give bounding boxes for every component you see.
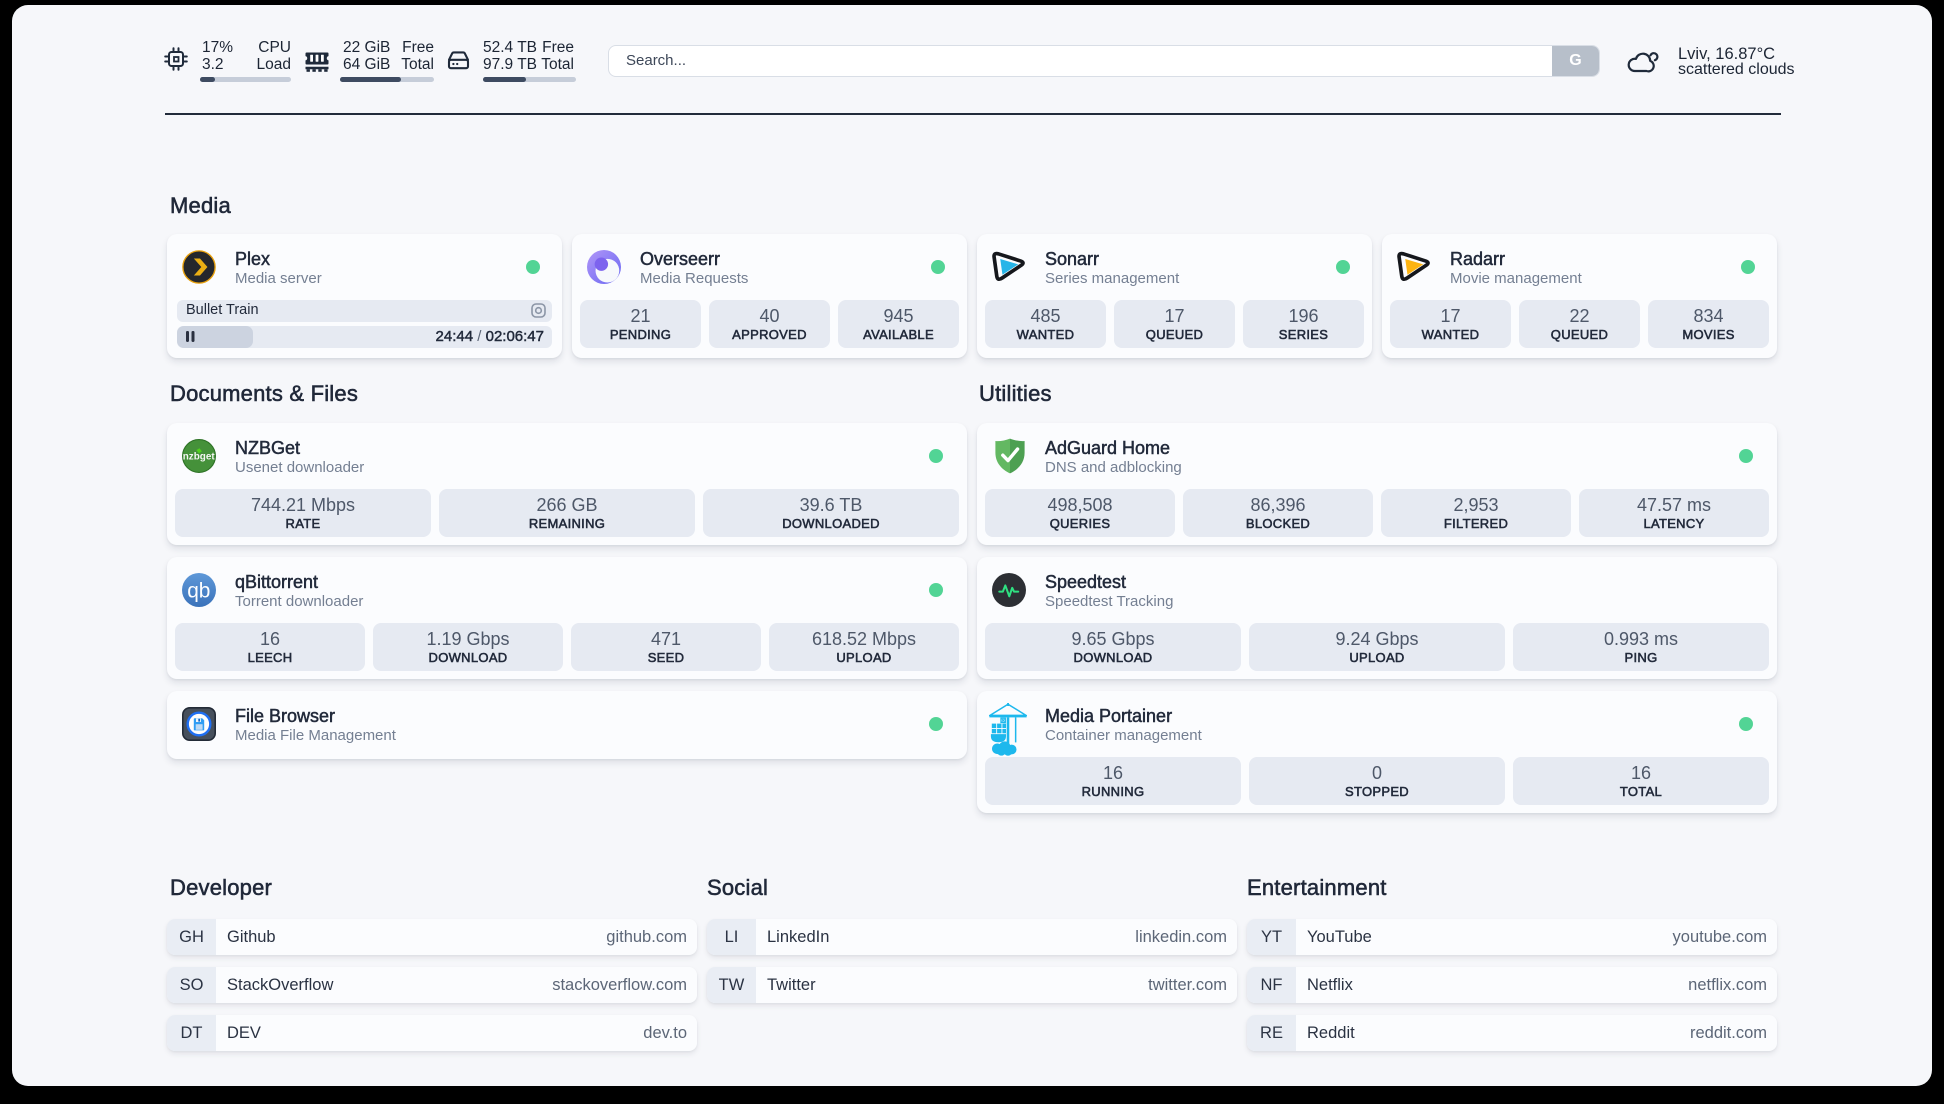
- svg-text:qb: qb: [187, 579, 210, 602]
- svg-text:nzbget: nzbget: [183, 452, 216, 463]
